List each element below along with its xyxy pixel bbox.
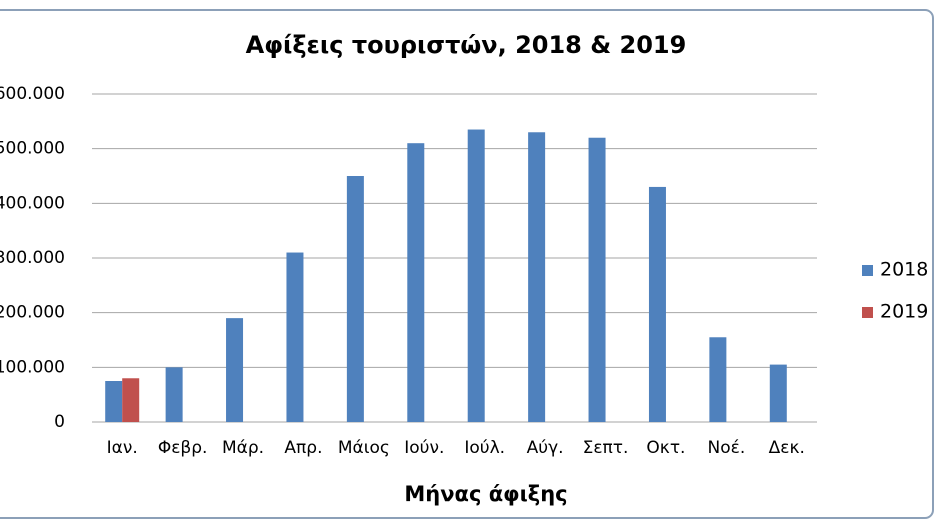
- x-tick-label: Φεβρ.: [158, 438, 208, 458]
- legend-swatch: [862, 307, 873, 318]
- bar: [648, 186, 666, 422]
- x-tick-label: Νοέ.: [708, 438, 746, 458]
- bar: [346, 176, 364, 422]
- bar: [467, 129, 485, 423]
- chart-frame: [0, 9, 934, 519]
- bar: [105, 381, 123, 422]
- x-tick-label: Αύγ.: [527, 438, 564, 458]
- bar: [769, 364, 787, 422]
- y-tick-label: 0: [54, 412, 65, 432]
- bar: [528, 132, 546, 422]
- bar: [709, 337, 727, 422]
- x-tick-label: Οκτ.: [646, 438, 685, 458]
- bar: [122, 378, 140, 422]
- legend-label: 2019: [880, 301, 928, 323]
- y-tick-label: 500.000: [0, 139, 65, 159]
- x-tick-label: Ιούν.: [404, 438, 444, 458]
- y-tick-label: 600.000: [0, 84, 65, 104]
- bar: [286, 252, 304, 422]
- x-tick-label: Ιαν.: [107, 438, 138, 458]
- x-tick-label: Δεκ.: [769, 438, 805, 458]
- bar: [407, 143, 425, 422]
- bar: [588, 137, 606, 422]
- y-tick-label: 300.000: [0, 248, 65, 268]
- chart-title: Αφίξεις τουριστών, 2018 & 2019: [246, 31, 687, 59]
- x-tick-label: Σεπτ.: [583, 438, 629, 458]
- legend-swatch: [862, 265, 873, 276]
- x-tick-label: Μάρ.: [222, 438, 264, 458]
- x-tick-label: Μάιος: [338, 438, 390, 458]
- y-tick-label: 200.000: [0, 303, 65, 323]
- x-tick-label: Ιούλ.: [464, 438, 505, 458]
- bar: [165, 367, 183, 422]
- legend-label: 2018: [880, 259, 928, 281]
- y-tick-label: 400.000: [0, 193, 65, 213]
- x-axis-title: Μήνας άφιξης: [404, 482, 567, 506]
- x-tick-label: Απρ.: [284, 438, 322, 458]
- bar: [226, 318, 244, 422]
- y-tick-label: 100.000: [0, 357, 65, 377]
